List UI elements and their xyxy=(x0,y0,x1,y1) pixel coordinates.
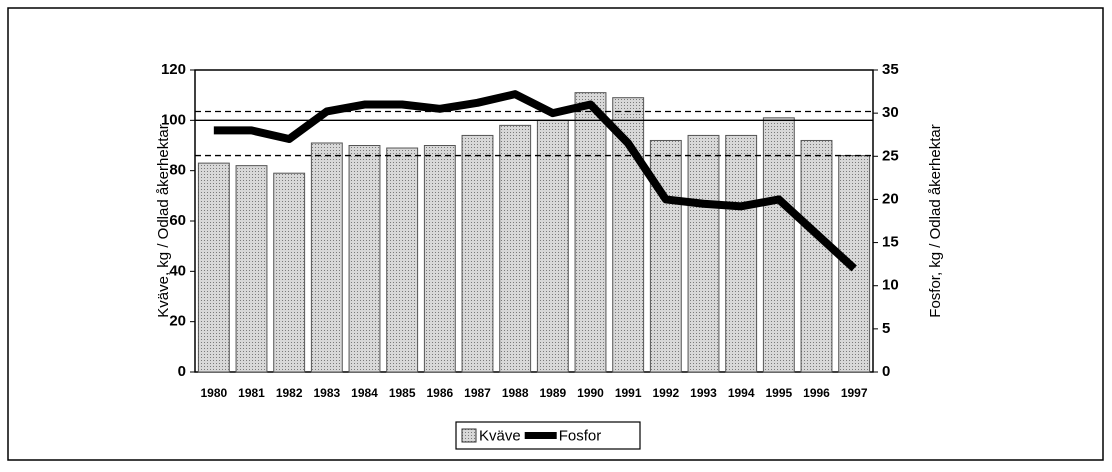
y2-tick-label: 0 xyxy=(882,363,890,380)
legend-label: Fosfor xyxy=(559,427,602,444)
bar xyxy=(536,119,569,373)
y2-tick-label: 10 xyxy=(882,277,899,294)
y-tick-label: 100 xyxy=(161,111,186,128)
x-tick-label: 1984 xyxy=(351,386,378,400)
bar xyxy=(800,139,833,373)
bar xyxy=(423,145,456,373)
bar xyxy=(386,147,419,373)
y2-axis-label: Fosfor, kg / Odlad åkerhektar xyxy=(927,124,944,317)
y2-tick-label: 20 xyxy=(882,190,899,207)
x-tick-label: 1996 xyxy=(803,386,830,400)
bar xyxy=(725,134,758,373)
x-tick-label: 1986 xyxy=(426,386,453,400)
y2-tick-label: 35 xyxy=(882,61,899,78)
x-tick-label: 1989 xyxy=(539,386,566,400)
y-tick-label: 40 xyxy=(169,262,186,279)
x-tick-label: 1993 xyxy=(690,386,717,400)
bar xyxy=(348,145,381,373)
x-tick-label: 1991 xyxy=(615,386,642,400)
x-tick-label: 1995 xyxy=(765,386,792,400)
bar xyxy=(574,92,607,373)
y-tick-label: 0 xyxy=(178,363,186,380)
x-tick-label: 1981 xyxy=(238,386,265,400)
bar xyxy=(197,162,230,373)
y-tick-label: 20 xyxy=(169,313,186,330)
x-tick-label: 1992 xyxy=(652,386,679,400)
x-tick-label: 1994 xyxy=(728,386,755,400)
y2-tick-label: 30 xyxy=(882,104,899,121)
y-tick-label: 120 xyxy=(161,61,186,78)
legend-label: Kväve xyxy=(479,427,521,444)
x-tick-label: 1987 xyxy=(464,386,491,400)
bar xyxy=(461,134,494,373)
x-tick-label: 1990 xyxy=(577,386,604,400)
y-axis-label: Kväve, kg / Odlad åkerhektar xyxy=(155,124,172,317)
bar xyxy=(687,134,720,373)
x-tick-label: 1982 xyxy=(276,386,303,400)
y2-tick-label: 25 xyxy=(882,147,899,164)
bar xyxy=(649,139,682,373)
bar xyxy=(310,142,343,373)
x-tick-label: 1997 xyxy=(841,386,868,400)
x-tick-label: 1985 xyxy=(389,386,416,400)
legend-swatch xyxy=(461,428,477,443)
y-tick-label: 80 xyxy=(169,162,186,179)
bar xyxy=(273,172,306,373)
y2-tick-label: 5 xyxy=(882,320,890,337)
bar xyxy=(762,117,795,373)
x-tick-label: 1983 xyxy=(313,386,340,400)
y-tick-label: 60 xyxy=(169,212,186,229)
x-tick-label: 1988 xyxy=(502,386,529,400)
x-tick-label: 1980 xyxy=(200,386,227,400)
bar xyxy=(499,124,532,373)
y2-tick-label: 15 xyxy=(882,234,899,251)
line xyxy=(213,90,857,272)
bar xyxy=(235,165,268,373)
